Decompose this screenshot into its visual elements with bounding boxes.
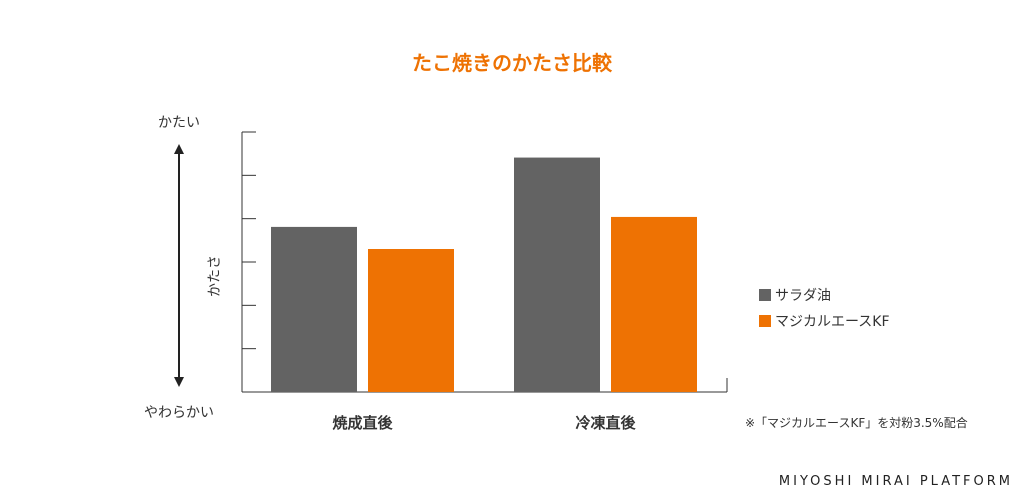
chart-title: たこ焼きのかたさ比較 — [412, 51, 613, 75]
y-bottom-label: やわらかい — [144, 405, 214, 421]
legend-label: マジカルエースKF — [775, 314, 890, 330]
x-tick-label: 焼成直後 — [332, 414, 393, 432]
footnote: ※「マジカルエースKF」を対粉3.5%配合 — [745, 415, 968, 430]
y-top-label: かたい — [158, 115, 200, 131]
legend-label: サラダ油 — [775, 288, 831, 304]
bar — [611, 216, 697, 392]
legend-swatch — [759, 289, 771, 301]
arrow-up-icon — [174, 144, 184, 154]
bar — [368, 249, 454, 392]
legend-swatch — [759, 315, 771, 327]
brand-logo-text: MIYOSHI MIRAI PLATFORM — [779, 474, 1013, 489]
y-axis-label: かたさ — [207, 255, 223, 297]
arrow-down-icon — [174, 377, 184, 387]
bar — [271, 226, 357, 392]
x-tick-labels: 焼成直後 冷凍直後 — [332, 414, 636, 432]
bar — [514, 157, 600, 392]
bars — [271, 157, 697, 392]
x-tick-label: 冷凍直後 — [575, 414, 636, 432]
